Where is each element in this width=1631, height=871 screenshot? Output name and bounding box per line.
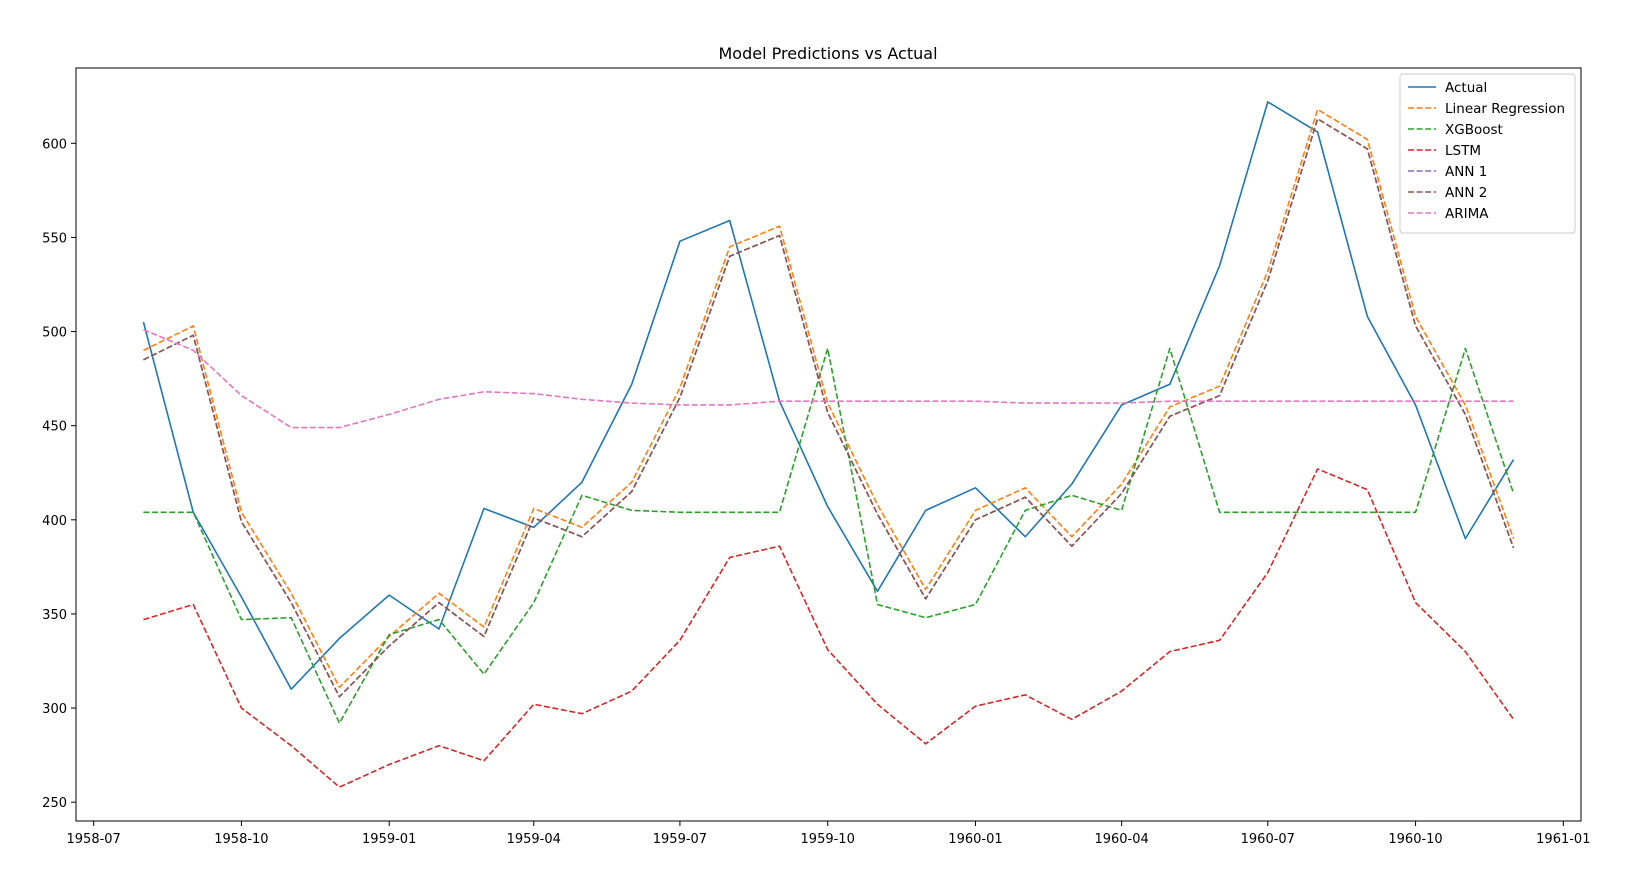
series-layer <box>142 101 1515 788</box>
series-line-3 <box>143 468 1515 788</box>
y-tick-label: 500 <box>42 326 67 341</box>
y-tick-label: 600 <box>42 137 67 152</box>
series-line-1 <box>143 108 1515 689</box>
legend-box <box>1399 73 1576 234</box>
x-tick-label: 1959-01 <box>362 832 416 847</box>
x-tick-label: 1960-07 <box>1241 832 1295 847</box>
legend-label: Actual <box>1445 80 1487 96</box>
legend-label: ANN 2 <box>1445 185 1487 201</box>
legend-label: Linear Regression <box>1445 101 1565 117</box>
y-tick-label: 300 <box>42 702 67 717</box>
y-tick-label: 250 <box>42 796 67 811</box>
x-tick-label: 1961-01 <box>1536 832 1590 847</box>
y-tick-label: 400 <box>42 514 67 529</box>
legend: Actual Linear Regression XGBoost LSTM ANN 1 A… <box>1399 73 1576 234</box>
legend-label: XGBoost <box>1445 122 1503 138</box>
x-tick-label: 1958-10 <box>214 832 268 847</box>
y-tick-label: 450 <box>42 420 67 435</box>
x-tick-label: 1958-07 <box>67 832 121 847</box>
x-tick-label: 1959-10 <box>801 832 855 847</box>
series-line-6 <box>143 328 1514 429</box>
y-tick-label: 550 <box>42 231 67 246</box>
y-axis: 250 300 350 400 450 500 550 600 <box>42 137 76 811</box>
x-tick-label: 1959-07 <box>653 832 707 847</box>
y-tick-label: 350 <box>42 608 67 623</box>
x-tick-label: 1959-04 <box>507 832 561 847</box>
x-tick-label: 1960-04 <box>1094 832 1148 847</box>
legend-label: ARIMA <box>1445 206 1489 222</box>
legend-label: ANN 1 <box>1445 164 1487 180</box>
legend-label: LSTM <box>1445 143 1481 159</box>
plot-frame <box>75 67 1582 822</box>
x-axis: 1958-07 1958-10 1959-01 1959-04 1959-07 1959-… <box>67 821 1590 847</box>
series-line-2 <box>143 347 1515 724</box>
series-line-4 <box>143 118 1515 698</box>
chart-title: Model Predictions vs Actual <box>718 44 937 63</box>
x-tick-label: 1960-01 <box>948 832 1002 847</box>
series-line-5 <box>143 118 1515 698</box>
x-tick-label: 1960-10 <box>1388 832 1442 847</box>
series-line-0 <box>142 101 1515 691</box>
